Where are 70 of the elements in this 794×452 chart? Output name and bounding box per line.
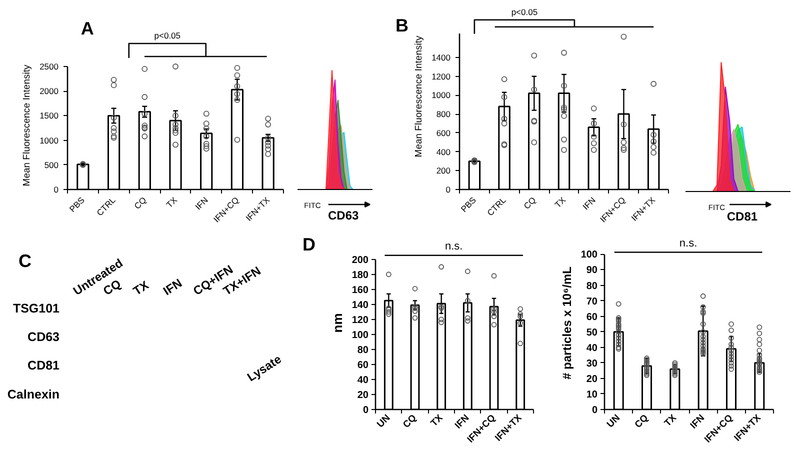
y-tick-label: 40 (586, 342, 598, 354)
chart-title: B (396, 16, 408, 36)
x-tick-label: CQ (132, 194, 148, 212)
y-tick-label: 200 (352, 254, 369, 266)
category-label: TX (130, 278, 152, 298)
y-tick-label: 1000 (432, 90, 451, 100)
x-tick-label: IFN (580, 194, 598, 212)
y-axis-title: # particles x 10⁶/mL (560, 266, 574, 380)
category-label: IFN (160, 276, 185, 298)
y-tick-label: 10 (586, 389, 598, 400)
y-tick-label: 500 (44, 160, 59, 170)
x-tick-label: TX (662, 412, 680, 429)
y-tick-label: 60 (357, 360, 369, 371)
y-axis-title: Mean Fluorescence Intensity (414, 36, 425, 158)
y-tick-label: 600 (436, 128, 451, 138)
text: n.s. (444, 240, 463, 252)
y-tick-label: 2500 (40, 62, 59, 72)
x-tick-label: UN (604, 412, 623, 430)
x-tick-label: TX (552, 194, 568, 210)
y-tick-label: 100 (580, 250, 598, 261)
y-tick-label: 1200 (432, 71, 451, 82)
x-tick-label: TX (164, 194, 180, 210)
x-tick-label: CQ (401, 412, 419, 430)
y-tick-label: 140 (352, 300, 369, 311)
text: n.s. (679, 237, 698, 250)
x-axis-title: CD63 (328, 208, 359, 222)
x-axis-title: CD81 (726, 210, 758, 224)
category-label: CD63 (28, 330, 60, 344)
text: p<0.05 (154, 30, 181, 40)
y-tick-label: 800 (436, 109, 451, 120)
x-tick-label: CQ (632, 412, 651, 430)
x-tick-label: TX (428, 412, 446, 429)
y-tick-label: 20 (357, 390, 369, 401)
category-label: TSG101 (12, 301, 60, 316)
y-tick-label: 70 (586, 296, 598, 308)
text: p<0.05 (511, 6, 538, 17)
x-tick-label: IFN (452, 412, 472, 432)
y-tick-label: 90 (586, 265, 598, 276)
category-label: CD81 (28, 358, 60, 373)
y-tick-label: 80 (586, 280, 598, 292)
y-tick-label: 1400 (432, 52, 451, 62)
x-tick-label: CQ (522, 194, 538, 212)
y-tick-label: 400 (436, 146, 451, 157)
y-tick-label: 0 (592, 405, 598, 416)
y-tick-label: 30 (586, 358, 598, 370)
y-tick-label: 50 (586, 327, 598, 338)
y-tick-label: 0 (54, 184, 59, 194)
y-tick-label: 1000 (40, 135, 59, 146)
chart-title: A (80, 18, 94, 38)
y-tick-label: 100 (352, 330, 369, 341)
x-tick-label: IFN (688, 412, 708, 432)
y-tick-label: 60 (586, 312, 598, 323)
chart-title: D (302, 234, 316, 254)
text: C (18, 251, 32, 272)
x-tick-label: UN (375, 412, 393, 430)
y-tick-label: 2000 (40, 86, 59, 96)
y-tick-label: 0 (446, 184, 451, 194)
y-tick-label: 160 (352, 284, 369, 296)
y-tick-label: 180 (352, 270, 369, 281)
x-tick-label: IFN (193, 194, 210, 212)
y-tick-label: 120 (352, 314, 369, 326)
y-tick-label: 40 (357, 374, 369, 386)
y-axis-title: Mean Fluorescence Intensity (22, 64, 33, 186)
y-tick-label: 80 (357, 344, 369, 356)
y-tick-label: 20 (586, 374, 598, 385)
y-tick-label: 200 (436, 166, 451, 176)
y-axis-title: nm (330, 313, 345, 333)
y-tick-label: 0 (362, 405, 369, 416)
category-label: Calnexin (7, 387, 60, 402)
y-tick-label: 1500 (40, 110, 59, 121)
